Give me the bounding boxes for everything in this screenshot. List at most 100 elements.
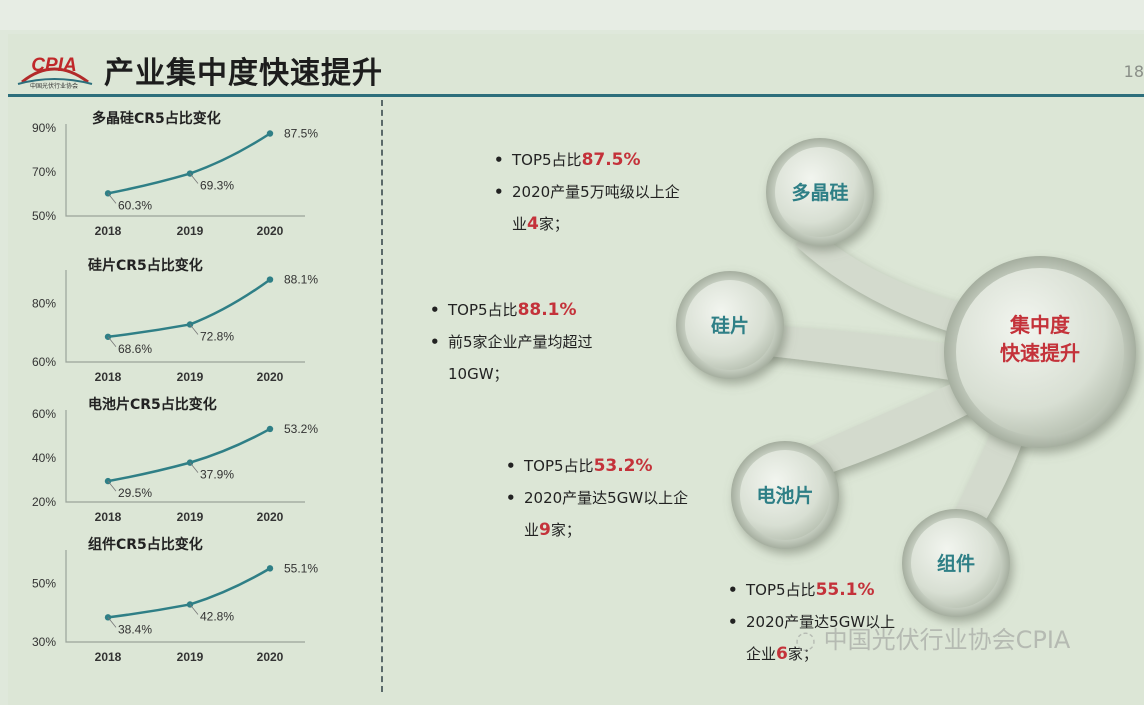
cpia-logo: CPIA 中国光伏行业协会 — [14, 44, 94, 90]
bullet-text: 家； — [787, 645, 818, 663]
x-tick-label: 2019 — [177, 510, 204, 524]
bullet-text: 2020产量达5GW以上企 — [524, 489, 689, 507]
node-polysilicon — [775, 147, 865, 237]
bullet-text: 前5家企业产量均超过 — [448, 333, 593, 351]
bullet-text: 家； — [538, 215, 569, 233]
node-module — [911, 518, 1001, 608]
data-label: 42.8% — [200, 609, 234, 623]
bullet-text: TOP5占比 — [512, 151, 582, 169]
bullet-text: TOP5占比 — [524, 457, 594, 475]
x-tick-label: 2020 — [257, 510, 284, 524]
mini-chart-1: 多晶硅CR5占比变化 90% 70% 50% 2018 2019 2020 60.3% 69.3… — [20, 104, 350, 244]
bullet-number: 4 — [527, 214, 539, 234]
label-leader — [107, 336, 117, 348]
data-label: 68.6% — [118, 342, 152, 356]
chart-axes — [65, 550, 305, 643]
bullet-value: 88.1% — [517, 300, 577, 320]
data-point — [266, 276, 274, 283]
label-leader — [107, 480, 117, 492]
bullet-text: 2020产量达5GW以上 — [746, 613, 896, 631]
node-label-cell: 电池片 — [756, 484, 813, 507]
x-tick-label: 2019 — [177, 650, 204, 664]
node-label-wafer: 硅片 — [711, 314, 749, 337]
info-block-cell: • TOP5占比 53.2% • 2020产量达5GW以上企 业 9 家； — [506, 450, 688, 546]
label-leader — [107, 193, 117, 204]
y-tick-label: 60% — [32, 355, 56, 369]
x-tick-label: 2020 — [257, 370, 284, 384]
center-label-2: 快速提升 — [1000, 341, 1080, 365]
node-label-module: 组件 — [937, 552, 975, 575]
bullet-value: 87.5% — [581, 150, 641, 170]
bullet-number: 9 — [539, 520, 551, 540]
data-label: 72.8% — [200, 329, 234, 343]
bullet-text: 家； — [550, 521, 581, 539]
chart-title: 电池片CR5占比变化 — [88, 397, 217, 413]
label-leader — [189, 324, 199, 335]
y-tick-label: 20% — [32, 495, 56, 509]
x-tick-label: 2019 — [177, 224, 204, 238]
data-label: 53.2% — [284, 422, 318, 436]
bullet-value: 53.2% — [593, 456, 653, 476]
bullet-text: 10GW； — [448, 365, 509, 383]
chart-axes — [65, 124, 305, 217]
data-point — [266, 425, 274, 433]
chart-axes — [65, 270, 305, 363]
center-label-1: 集中度 — [1009, 313, 1071, 337]
series-line — [107, 132, 271, 195]
x-tick-label: 2018 — [95, 370, 122, 384]
slide-title: 产业集中度快速提升 — [104, 56, 383, 91]
top-band — [0, 0, 1144, 30]
node-cell — [740, 450, 830, 540]
data-label: 55.1% — [284, 561, 318, 575]
center-node — [956, 268, 1124, 436]
logo-subtext: 中国光伏行业协会 — [30, 82, 78, 90]
data-label: 69.3% — [200, 179, 234, 193]
y-tick-label: 80% — [32, 296, 56, 310]
info-block-polysilicon: • TOP5占比 87.5% • 2020产量5万吨级以上企 业 4 家； — [494, 144, 680, 240]
bullet-text: TOP5占比 — [448, 301, 518, 319]
data-point — [266, 130, 274, 137]
label-leader — [107, 617, 117, 628]
y-tick-label: 50% — [32, 209, 56, 223]
y-tick-label: 60% — [32, 407, 56, 421]
label-leader — [189, 604, 199, 615]
data-label: 29.5% — [118, 486, 152, 500]
bullet-value: 55.1% — [815, 580, 875, 600]
data-label: 87.5% — [284, 127, 318, 141]
bullet-text: 企业 — [746, 645, 777, 663]
header-rule — [8, 94, 1144, 97]
chart-title: 组件CR5占比变化 — [88, 537, 203, 553]
bullet-text: TOP5占比 — [746, 581, 816, 599]
line-chart-svg: 80% 60% 2018 2019 2020 68.6% 72.8% 88.1% — [32, 270, 318, 384]
info-block-wafer: • TOP5占比 88.1% • 前5家企业产量均超过 10GW； — [430, 294, 593, 390]
series-line — [107, 278, 271, 339]
x-tick-label: 2018 — [95, 510, 122, 524]
concentration-diagram: 集中度 快速提升 多晶硅 硅片 电池片 组件 — [676, 138, 1136, 617]
bullet-number: 6 — [776, 644, 788, 664]
line-chart-svg: 90% 70% 50% 2018 2019 2020 60.3% 69.3% 87.5% — [32, 121, 318, 238]
data-label: 60.3% — [118, 198, 152, 212]
x-tick-label: 2020 — [257, 650, 284, 664]
y-tick-label: 30% — [32, 635, 56, 649]
series-line — [107, 427, 271, 483]
mini-chart-4: 组件CR5占比变化 50% 30% 2018 2019 2020 38.4% 42.8% 55.… — [20, 530, 350, 670]
page-number: 18 — [1123, 62, 1144, 81]
node-label-polysilicon: 多晶硅 — [791, 181, 848, 204]
x-tick-label: 2019 — [177, 370, 204, 384]
data-label: 38.4% — [118, 622, 152, 636]
data-label: 37.9% — [200, 468, 234, 482]
x-tick-label: 2018 — [95, 224, 122, 238]
dashed-divider — [381, 100, 383, 692]
y-tick-label: 70% — [32, 165, 56, 179]
y-tick-label: 90% — [32, 121, 56, 135]
bullet-text: 业 — [512, 215, 528, 233]
watermark-text: 中国光伏行业协会CPIA — [823, 626, 1071, 654]
series-line — [107, 567, 271, 619]
bullet-text: 2020产量5万吨级以上企 — [512, 183, 680, 201]
info-block-module: • TOP5占比 55.1% • 2020产量达5GW以上 企业 6 家； — [728, 574, 895, 670]
wechat-icon: ◌ — [795, 626, 816, 654]
x-tick-label: 2020 — [257, 224, 284, 238]
mini-chart-3: 电池片CR5占比变化 60% 40% 20% 2018 2019 2020 29.5% 37.9… — [20, 390, 350, 530]
logo-text: CPIA — [31, 55, 76, 76]
chart-axes — [65, 410, 305, 503]
